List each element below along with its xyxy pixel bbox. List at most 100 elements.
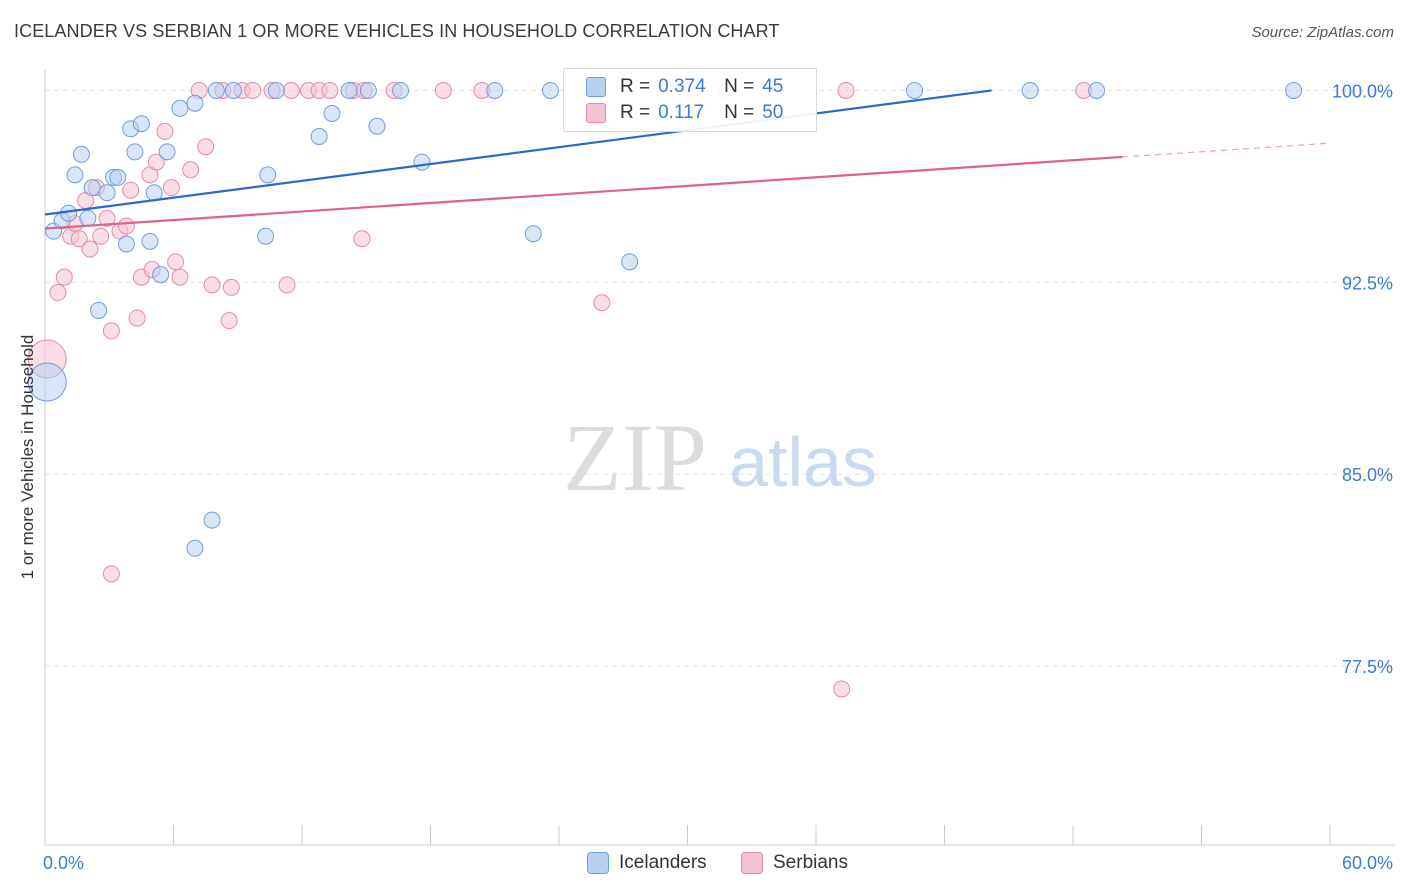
icelander-point	[368, 117, 386, 135]
icelander-point	[203, 511, 221, 529]
icelander-point	[152, 266, 170, 284]
series-swatch-serbians	[741, 852, 763, 874]
serbian-trend-line	[44, 155, 1123, 230]
icelander-point	[310, 128, 328, 146]
correlation-legend: R = 0.374 N = 45 R = 0.117 N = 50	[563, 68, 817, 132]
legend-swatch-icelanders	[586, 77, 606, 97]
icelander-point	[90, 301, 108, 319]
legend-r-label: R =	[620, 102, 651, 123]
chart-title: ICELANDER VS SERBIAN 1 OR MORE VEHICLES …	[14, 21, 780, 41]
serbian-point	[81, 240, 99, 258]
tick-labels: 77.5% 85.0% 92.5% 100.0% 0.0% 60.0%	[43, 81, 1393, 873]
icelander-point	[257, 227, 275, 245]
serbian-point	[222, 278, 240, 296]
icelander-point	[1021, 81, 1039, 99]
icelander-point	[186, 539, 204, 557]
serbian-point	[128, 309, 146, 327]
serbian-point	[117, 217, 135, 235]
source-label: Source: ZipAtlas.com	[1251, 24, 1394, 41]
icelander-point	[171, 99, 189, 117]
legend-n-label: N =	[724, 76, 755, 97]
serbian-point	[156, 122, 174, 140]
serbian-point	[98, 209, 116, 227]
icelander-point	[340, 81, 358, 99]
serbian-point	[92, 227, 110, 245]
axes	[44, 70, 1395, 846]
serbian-point	[197, 138, 215, 156]
y-tick-label: 85.0%	[1342, 465, 1393, 485]
legend-n-value-serbians: 50	[762, 102, 784, 123]
icelander-point	[259, 166, 277, 184]
icelander-point	[72, 145, 90, 163]
series-legend-serbians[interactable]: Serbians	[741, 852, 848, 874]
serbian-point	[282, 81, 300, 99]
icelander-point	[27, 362, 67, 402]
serbian-point	[167, 253, 185, 271]
icelander-point	[486, 81, 504, 99]
icelander-point	[1088, 81, 1106, 99]
icelander-point	[906, 81, 924, 99]
legend-r-label: R =	[620, 76, 651, 97]
series-swatch-icelanders	[587, 852, 609, 874]
icelander-point	[66, 166, 84, 184]
icelander-point	[126, 143, 144, 161]
y-tick-label: 100.0%	[1332, 81, 1393, 101]
legend-n-value-icelanders: 45	[762, 76, 784, 97]
serbian-point	[49, 284, 67, 302]
icelander-point	[541, 81, 559, 99]
icelander-point	[83, 179, 101, 197]
icelander-trend-line	[44, 89, 992, 216]
icelander-point	[79, 209, 97, 227]
serbian-point	[102, 565, 120, 583]
icelander-point	[158, 143, 176, 161]
grid-lines	[45, 89, 1395, 667]
icelander-point	[323, 104, 341, 122]
y-tick-label: 77.5%	[1342, 657, 1393, 677]
trend-lines	[44, 89, 1331, 230]
series-legend: Icelanders Serbians	[0, 852, 1406, 878]
legend-row-icelanders: R = 0.374 N = 45	[586, 74, 783, 100]
serbian-point	[593, 294, 611, 312]
serbian-point	[244, 81, 262, 99]
icelander-point	[224, 81, 242, 99]
serbian-point	[122, 181, 140, 199]
icelander-point	[141, 232, 159, 250]
icelander-point	[207, 81, 225, 99]
y-tick-label: 92.5%	[1342, 273, 1393, 293]
icelander-point	[392, 81, 410, 99]
serbian-point	[353, 230, 371, 248]
series-legend-label: Icelanders	[619, 852, 707, 873]
legend-r-value-icelanders: 0.374	[658, 76, 706, 97]
serbian-point	[833, 680, 851, 698]
data-points	[27, 81, 1303, 698]
x-tick-label-max: 60.0%	[1342, 853, 1393, 873]
legend-row-serbians: R = 0.117 N = 50	[586, 100, 783, 126]
serbian-point	[55, 268, 73, 286]
serbian-trend-extension	[1122, 142, 1331, 158]
series-legend-icelanders[interactable]: Icelanders	[587, 852, 707, 874]
serbian-point	[278, 276, 296, 294]
icelander-point	[413, 153, 431, 171]
icelander-point	[267, 81, 285, 99]
legend-swatch-serbians	[586, 103, 606, 123]
x-tick-label-min: 0.0%	[43, 853, 84, 873]
serbian-point	[162, 179, 180, 197]
serbian-point	[147, 153, 165, 171]
icelander-point	[117, 235, 135, 253]
icelander-point	[98, 184, 116, 202]
serbian-point	[434, 81, 452, 99]
icelander-point	[109, 168, 127, 186]
series-legend-label: Serbians	[773, 852, 848, 873]
serbian-point	[203, 276, 221, 294]
serbian-point	[171, 268, 189, 286]
icelander-point	[186, 94, 204, 112]
y-axis-title: 1 or more Vehicles in Household	[18, 334, 37, 580]
watermark-zip: ZIP	[563, 404, 707, 511]
legend-r-value-serbians: 0.117	[658, 102, 705, 123]
icelander-point	[1285, 81, 1303, 99]
serbian-point	[220, 312, 238, 330]
icelander-point	[132, 115, 150, 133]
serbian-point	[321, 81, 339, 99]
watermark-atlas: atlas	[729, 423, 877, 501]
